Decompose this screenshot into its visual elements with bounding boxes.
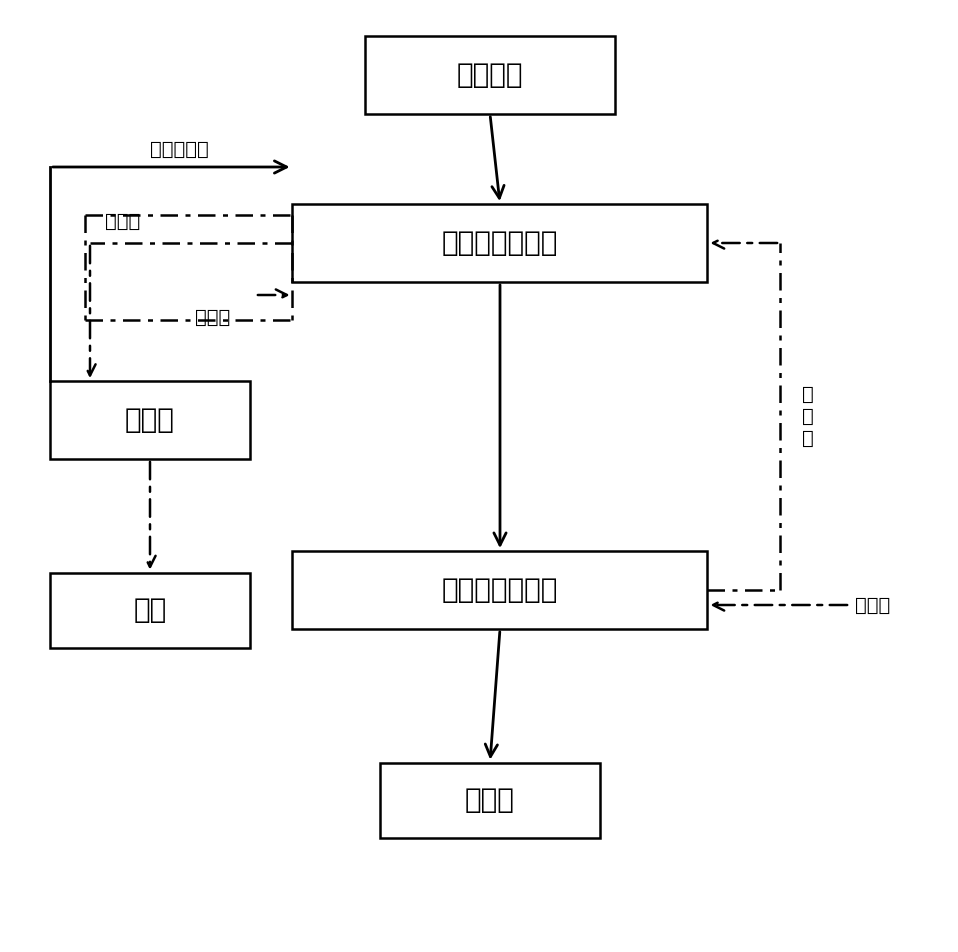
FancyBboxPatch shape xyxy=(292,204,708,282)
Text: 吸收液: 吸收液 xyxy=(105,211,140,230)
Text: 有机废气: 有机废气 xyxy=(457,61,523,89)
Text: 吸
收
液: 吸 收 液 xyxy=(802,385,813,448)
Text: 第一个吸收装置: 第一个吸收装置 xyxy=(442,229,559,257)
FancyBboxPatch shape xyxy=(50,572,250,647)
Text: 罐车: 罐车 xyxy=(133,596,167,624)
FancyBboxPatch shape xyxy=(365,36,615,114)
Text: 发酵罐: 发酵罐 xyxy=(125,406,175,434)
Text: 第二个吸收装置: 第二个吸收装置 xyxy=(442,576,559,604)
Text: 发酵液: 发酵液 xyxy=(195,307,230,327)
FancyBboxPatch shape xyxy=(50,381,250,459)
Text: 排气筒: 排气筒 xyxy=(465,786,515,814)
FancyBboxPatch shape xyxy=(292,551,708,629)
Text: 发酵罐产气: 发酵罐产气 xyxy=(150,140,209,158)
FancyBboxPatch shape xyxy=(380,763,600,838)
Text: 补充水: 补充水 xyxy=(855,596,890,614)
